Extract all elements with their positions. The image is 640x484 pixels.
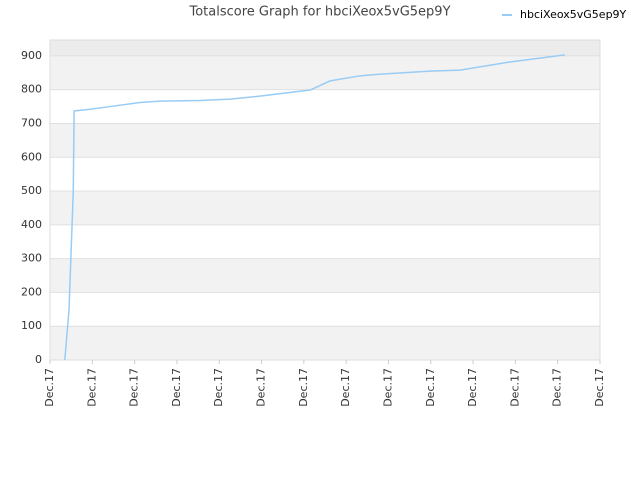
legend-label: hbciXeox5vG5ep9Y bbox=[520, 8, 627, 21]
y-tick-label: 400 bbox=[21, 218, 42, 231]
grid-band bbox=[50, 326, 600, 360]
grid-band bbox=[50, 292, 600, 327]
x-tick-label: Dec.17 bbox=[508, 368, 521, 407]
x-tick-label: Dec.17 bbox=[424, 368, 437, 407]
grid-band bbox=[50, 89, 600, 124]
y-tick-label: 300 bbox=[21, 252, 42, 265]
x-tick-label: Dec.17 bbox=[43, 368, 56, 407]
x-tick-label: Dec.17 bbox=[212, 368, 225, 407]
y-tick-label: 900 bbox=[21, 49, 42, 62]
x-tick-label: Dec.17 bbox=[255, 368, 268, 407]
x-tick-label: Dec.17 bbox=[339, 368, 352, 407]
y-tick-label: 100 bbox=[21, 319, 42, 332]
grid-band bbox=[50, 191, 600, 225]
x-tick-label: Dec.17 bbox=[551, 368, 564, 407]
x-tick-label: Dec.17 bbox=[381, 368, 394, 407]
x-tick-label: Dec.17 bbox=[593, 368, 606, 407]
x-tick-label: Dec.17 bbox=[297, 368, 310, 407]
grid-band bbox=[50, 123, 600, 158]
chart-title: Totalscore Graph for hbciXeox5vG5ep9Y bbox=[188, 5, 450, 20]
y-tick-label: 800 bbox=[21, 83, 42, 96]
grid-band bbox=[50, 157, 600, 192]
x-tick-label: Dec.17 bbox=[466, 368, 479, 407]
grid-band bbox=[50, 258, 600, 293]
y-tick-label: 600 bbox=[21, 150, 42, 163]
y-tick-label: 700 bbox=[21, 116, 42, 129]
x-tick-label: Dec.17 bbox=[85, 368, 98, 407]
grid-band bbox=[50, 224, 600, 259]
x-tick-label: Dec.17 bbox=[170, 368, 183, 407]
y-tick-label: 500 bbox=[21, 184, 42, 197]
y-tick-label: 0 bbox=[35, 353, 42, 366]
data-line bbox=[64, 54, 565, 361]
y-tick-label: 200 bbox=[21, 285, 42, 298]
plot-border bbox=[49, 39, 601, 361]
x-tick-label: Dec.17 bbox=[128, 368, 141, 407]
